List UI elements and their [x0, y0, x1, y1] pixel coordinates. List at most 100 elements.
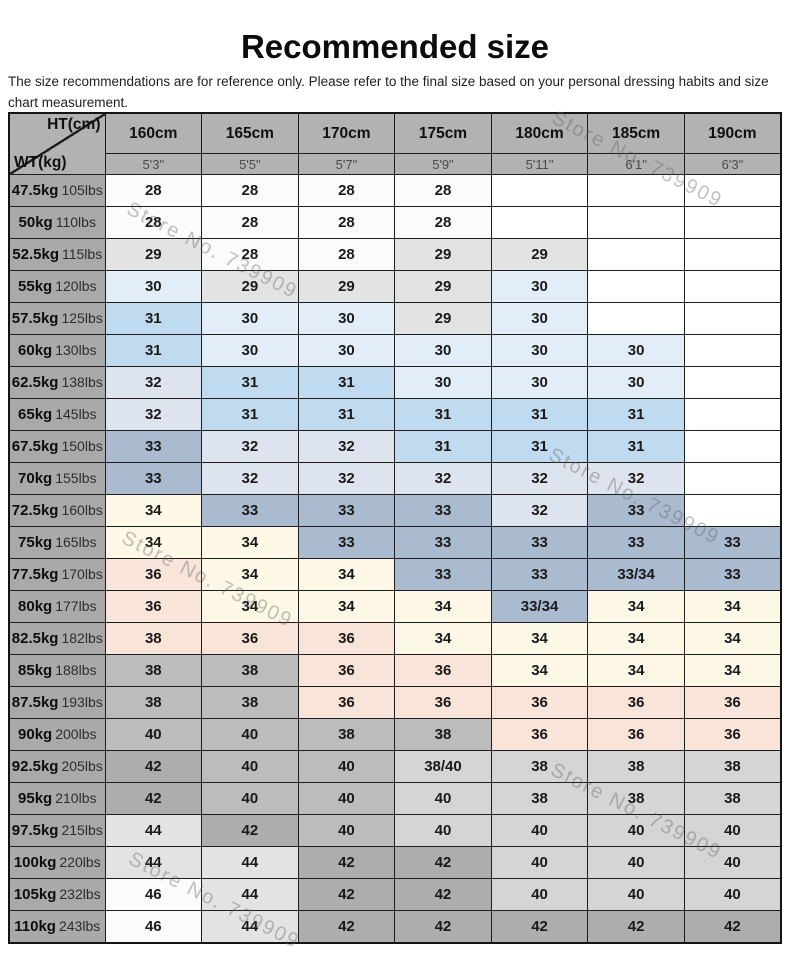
- table-row: 77.5kg 170lbs 36 34 34 33 33 33/34 33: [8, 558, 782, 591]
- weight-label: 105kg 232lbs: [8, 878, 106, 911]
- size-cell: 32: [201, 430, 299, 463]
- height-header-cm: 165cm: [201, 112, 299, 154]
- size-cell: 34: [587, 590, 685, 623]
- weight-lbs: 243lbs: [58, 917, 101, 934]
- size-cell: 40: [297, 750, 396, 783]
- table-row: 52.5kg 115lbs 29 28 28 29 29: [8, 238, 782, 271]
- table-row: 50kg 110lbs 28 28 28 28: [8, 206, 782, 239]
- empty-cell: [683, 270, 782, 303]
- size-cell: 40: [201, 782, 299, 815]
- weight-lbs: 160lbs: [61, 501, 103, 518]
- size-cell: 31: [394, 430, 492, 463]
- table-row: 82.5kg 182lbs 38 36 36 34 34 34 34: [8, 622, 782, 655]
- size-cell: 42: [683, 910, 782, 944]
- weight-label: 47.5kg 105lbs: [8, 174, 106, 207]
- size-cell: 32: [104, 366, 203, 399]
- weight-lbs: 110lbs: [55, 213, 96, 230]
- size-cell: 31: [201, 398, 299, 431]
- size-cell: 32: [297, 430, 396, 463]
- size-cell: 30: [587, 334, 685, 367]
- weight-kg: 82.5kg: [11, 629, 59, 647]
- table-row: 72.5kg 160lbs 34 33 33 33 32 33: [8, 494, 782, 527]
- weight-lbs: 177lbs: [55, 597, 97, 614]
- weight-lbs: 115lbs: [61, 245, 103, 262]
- weight-kg: 100kg: [13, 853, 57, 871]
- size-cell: 36: [587, 686, 685, 719]
- size-cell: 28: [394, 206, 492, 239]
- size-cell: 42: [297, 910, 396, 944]
- weight-kg: 97.5kg: [11, 821, 59, 839]
- weight-lbs: 215lbs: [61, 821, 103, 838]
- size-cell: 30: [490, 366, 589, 399]
- empty-cell: [683, 430, 782, 463]
- size-cell: 40: [201, 750, 299, 783]
- table-row: 67.5kg 150lbs 33 32 32 31 31 31: [8, 430, 782, 463]
- weight-label: 92.5kg 205lbs: [8, 750, 106, 783]
- size-cell: 36: [297, 622, 396, 655]
- weight-lbs: 105lbs: [61, 181, 103, 198]
- size-cell: 40: [297, 782, 396, 815]
- weight-kg: 62.5kg: [11, 373, 59, 391]
- size-cell: 36: [297, 686, 396, 719]
- weight-kg: 70kg: [18, 469, 53, 487]
- size-cell: 38: [104, 686, 203, 719]
- size-cell: 40: [683, 846, 782, 879]
- size-cell: 30: [104, 270, 203, 303]
- size-cell: 29: [490, 238, 589, 271]
- size-cell: 30: [490, 302, 589, 335]
- empty-cell: [683, 366, 782, 399]
- size-cell: 46: [104, 910, 203, 944]
- size-cell: 34: [201, 590, 299, 623]
- size-cell: 38: [683, 750, 782, 783]
- table-row: 65kg 145lbs 32 31 31 31 31 31: [8, 398, 782, 431]
- size-cell: 34: [104, 494, 203, 527]
- size-cell: 30: [490, 270, 589, 303]
- weight-kg: 77.5kg: [11, 565, 59, 583]
- size-cell: 31: [394, 398, 492, 431]
- weight-kg: 72.5kg: [11, 501, 59, 519]
- weight-label: 52.5kg 115lbs: [8, 238, 106, 271]
- weight-lbs: 145lbs: [55, 405, 97, 422]
- empty-cell: [683, 462, 782, 495]
- weight-lbs: 120lbs: [55, 277, 97, 294]
- size-cell: 44: [201, 910, 299, 944]
- size-cell: 33: [394, 494, 492, 527]
- weight-kg: 55kg: [18, 277, 53, 295]
- size-cell: 28: [297, 174, 396, 207]
- size-cell: 42: [394, 910, 492, 944]
- size-cell: 32: [201, 462, 299, 495]
- size-cell: 33: [394, 558, 492, 591]
- size-cell: 31: [201, 366, 299, 399]
- table-row: 60kg 130lbs 31 30 30 30 30 30: [8, 334, 782, 367]
- size-cell: 44: [201, 846, 299, 879]
- size-cell: 34: [201, 558, 299, 591]
- weight-label: 70kg 155lbs: [8, 462, 106, 495]
- weight-lbs: 193lbs: [61, 693, 103, 710]
- size-cell: 36: [683, 686, 782, 719]
- weight-kg: 60kg: [18, 341, 53, 359]
- weight-kg: 87.5kg: [11, 693, 59, 711]
- size-cell: 46: [104, 878, 203, 911]
- weight-label: 97.5kg 215lbs: [8, 814, 106, 847]
- height-header-cm: 190cm: [683, 112, 782, 154]
- size-cell: 31: [587, 398, 685, 431]
- empty-cell: [490, 206, 589, 239]
- table-row: 100kg 220lbs 44 44 42 42 40 40 40: [8, 846, 782, 879]
- size-cell: 38: [394, 718, 492, 751]
- size-cell: 31: [490, 430, 589, 463]
- size-cell: 32: [394, 462, 492, 495]
- weight-lbs: 138lbs: [61, 373, 103, 390]
- size-cell: 30: [297, 302, 396, 335]
- size-cell: 42: [394, 846, 492, 879]
- size-cell: 38: [683, 782, 782, 815]
- size-cell: 38: [104, 654, 203, 687]
- corner-header-cell: HT(cm) WT(kg): [8, 112, 106, 175]
- height-header-cm: 170cm: [297, 112, 396, 154]
- size-cell: 40: [104, 718, 203, 751]
- size-cell: 34: [490, 622, 589, 655]
- size-cell: 30: [490, 334, 589, 367]
- weight-label: 60kg 130lbs: [8, 334, 106, 367]
- table-row: 55kg 120lbs 30 29 29 29 30: [8, 270, 782, 303]
- table-row: 57.5kg 125lbs 31 30 30 29 30: [8, 302, 782, 335]
- size-cell: 36: [394, 654, 492, 687]
